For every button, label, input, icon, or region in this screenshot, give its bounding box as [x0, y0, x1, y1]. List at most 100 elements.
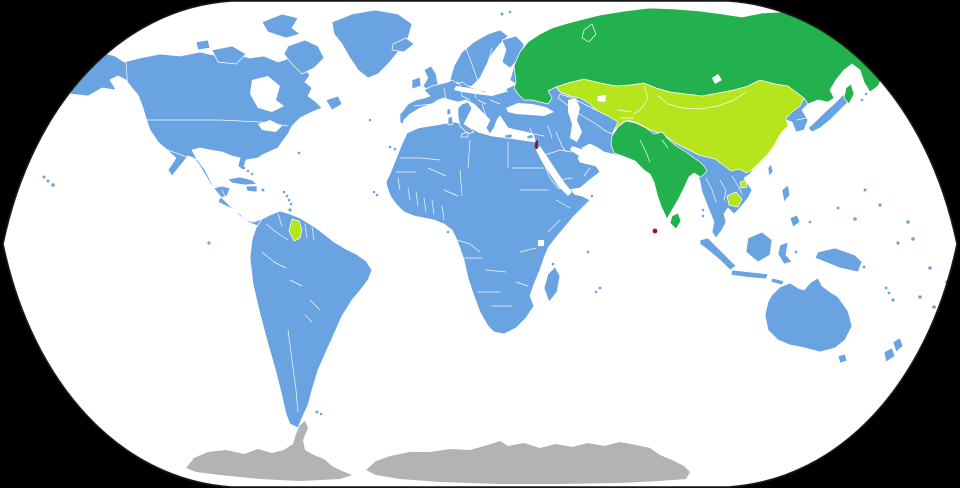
island-dot-micronesia	[853, 217, 857, 221]
island-cuba	[227, 176, 258, 186]
borders-north-africa	[395, 139, 545, 197]
island-dot-canaries	[393, 147, 397, 151]
island-taiwan	[767, 163, 774, 177]
borders-eastern-europe	[461, 77, 511, 105]
continent-antarctica-west	[186, 421, 352, 481]
island-java	[730, 269, 769, 280]
island-dot-hawaii	[51, 183, 55, 187]
island-dot-falklands	[315, 410, 319, 414]
island-dot-antilles	[289, 202, 293, 206]
border-alaska-canada	[125, 61, 129, 93]
island-dot-bahamas	[250, 172, 254, 176]
island-dot-pacific	[878, 203, 882, 207]
island-dot-solomons	[862, 265, 866, 269]
borders-central-asia	[617, 85, 649, 119]
country-japan	[807, 91, 854, 133]
border-lines-group	[125, 47, 807, 413]
island-iceland	[391, 37, 415, 53]
island-dot-hawaii	[42, 175, 46, 179]
island-timor	[770, 277, 785, 286]
borders-scandinavia	[465, 47, 493, 83]
island-victoria	[211, 45, 247, 65]
borders-western-europe	[413, 83, 501, 117]
borders-southern-africa	[449, 237, 529, 307]
island-dot-socotra	[590, 194, 594, 198]
border-mongolia	[657, 91, 747, 110]
country-italy	[457, 101, 475, 135]
borders-south-america-west	[261, 251, 321, 413]
island-dot-pacific	[863, 188, 867, 192]
island-dot-new-caledonia	[891, 298, 895, 302]
island-dot-nauru	[896, 241, 900, 245]
island-dot-canaries	[388, 145, 392, 149]
island-banks	[195, 39, 211, 51]
island-dot-jamaica	[248, 187, 252, 191]
island-dot-azores	[368, 118, 372, 122]
borders-south-asia-internal	[639, 139, 669, 163]
sea-caspian	[568, 98, 582, 142]
gulf-persian	[570, 146, 590, 160]
island-dot-sao-tome	[446, 230, 450, 234]
island-tasmania	[837, 353, 848, 364]
country-cambodia	[726, 191, 743, 208]
borders-east-africa	[519, 189, 571, 253]
borders-central-america	[221, 189, 251, 225]
island-dot-vanuatu	[887, 291, 891, 295]
border-us-canada	[137, 119, 289, 127]
island-dot-hawaii	[46, 179, 50, 183]
island-sumatra	[699, 237, 737, 271]
island-dot-trinidad	[288, 208, 292, 212]
island-dot-micronesia	[836, 206, 840, 210]
island-dot-falklands	[319, 412, 323, 416]
country-israel	[534, 140, 538, 150]
island-dot-andaman	[701, 208, 705, 212]
lake-victoria	[538, 240, 544, 246]
island-sulawesi	[777, 241, 793, 265]
island-dot-solomons	[850, 260, 854, 264]
inland-seas-group	[250, 74, 722, 246]
island-baffin	[283, 39, 325, 75]
island-dots-group	[38, 10, 949, 416]
island-dot-seychelles	[586, 250, 590, 254]
borders-southeast-asia	[705, 175, 743, 203]
island-dot-kuriles	[860, 98, 864, 102]
island-borneo	[745, 231, 773, 263]
borders-south-america-north	[265, 213, 315, 241]
island-novaya-zemlya	[581, 23, 597, 43]
island-dot-puerto-rico	[261, 188, 265, 192]
sea-hudson-bay	[250, 76, 284, 112]
island-dot-vanuatu	[884, 286, 888, 290]
island-dot-antilles	[282, 190, 286, 194]
island-dot-mauritius	[598, 286, 602, 290]
borders-west-africa	[397, 177, 459, 221]
region-south-asia	[610, 120, 708, 220]
island-madagascar	[543, 266, 561, 303]
lakes-great-lakes	[258, 120, 282, 132]
borders-middle-east	[529, 125, 591, 181]
island-ireland	[411, 76, 422, 90]
country-sri-lanka	[669, 212, 682, 230]
island-nz-north	[892, 337, 904, 353]
country-maldives-dot	[652, 228, 658, 234]
landmass-africa	[385, 121, 591, 335]
lake-baikal	[712, 74, 722, 84]
island-corsica	[446, 107, 452, 116]
continent-antarctica-east	[366, 441, 690, 484]
island-sakhalin	[843, 83, 855, 105]
sea-black	[506, 103, 554, 116]
sea-aral	[597, 95, 606, 102]
sea-baltic	[454, 86, 508, 96]
landmass-australia	[764, 277, 853, 353]
island-mindanao	[789, 214, 801, 228]
dark-green-group	[513, 7, 906, 230]
island-newfoundland	[325, 95, 343, 111]
island-dot-antilles	[287, 198, 291, 202]
island-nz-south	[883, 347, 896, 363]
island-dot-solomons	[856, 262, 860, 266]
island-dot-kuriles	[864, 92, 868, 96]
landmass-greenland	[331, 9, 413, 79]
dark-red-group	[534, 140, 658, 234]
island-dot-maluku	[794, 250, 798, 254]
